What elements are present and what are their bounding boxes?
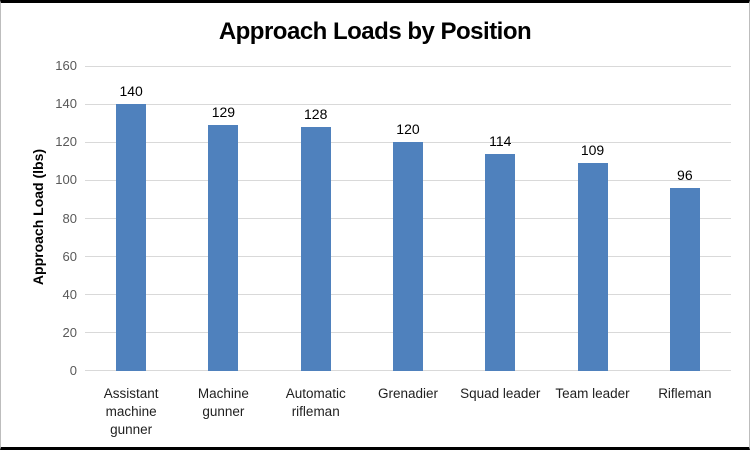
x-category-label: Assistant machine gunner bbox=[103, 386, 159, 437]
plot-area: 140 129 128 120 114 109 96 bbox=[85, 65, 731, 371]
y-axis-tick-labels: 0 20 40 60 80 100 120 140 160 bbox=[29, 3, 77, 447]
bar-column: 114 bbox=[454, 66, 546, 371]
bars-container: 140 129 128 120 114 109 96 bbox=[85, 66, 731, 371]
bar bbox=[669, 188, 700, 371]
bar-value-label: 109 bbox=[580, 142, 605, 159]
bar-column: 129 bbox=[177, 66, 269, 371]
y-tick-label: 120 bbox=[55, 134, 77, 150]
bar-column: 96 bbox=[639, 66, 731, 371]
y-tick-label: 140 bbox=[55, 96, 77, 112]
bar bbox=[485, 153, 516, 371]
chart-title: Approach Loads by Position bbox=[218, 18, 532, 45]
bar-column: 140 bbox=[85, 66, 177, 371]
bar-column: 120 bbox=[362, 66, 454, 371]
bar bbox=[116, 104, 147, 371]
bar bbox=[392, 142, 423, 371]
x-category-label: Rifleman bbox=[658, 386, 712, 401]
x-category-label: Grenadier bbox=[377, 386, 438, 401]
y-tick-label: 80 bbox=[62, 210, 77, 226]
y-tick-label: 40 bbox=[62, 286, 77, 302]
x-category-label: Automatic rifleman bbox=[285, 386, 346, 419]
bar-value-label: 128 bbox=[304, 106, 328, 122]
y-tick-label: 100 bbox=[55, 172, 77, 188]
bar-column: 128 bbox=[270, 66, 362, 371]
x-axis-labels: Assistant machine gunner Machine gunner Au… bbox=[85, 385, 731, 439]
x-category-label: Squad leader bbox=[460, 386, 541, 401]
bar bbox=[300, 127, 331, 371]
bar-value-label: 129 bbox=[211, 104, 236, 121]
y-tick-label: 160 bbox=[55, 58, 77, 73]
gridline bbox=[85, 103, 731, 105]
bar-column: 109 bbox=[546, 66, 638, 371]
bar-value-label: 120 bbox=[396, 121, 420, 138]
x-category-label: Team leader bbox=[555, 386, 630, 401]
bar-value-label: 140 bbox=[119, 83, 143, 100]
x-category-label: Machine gunner bbox=[197, 386, 249, 419]
bar bbox=[577, 163, 608, 371]
bar-value-label: 114 bbox=[489, 132, 512, 149]
y-tick-label: 20 bbox=[62, 324, 77, 340]
gridline bbox=[85, 65, 731, 67]
y-tick-label: 60 bbox=[62, 248, 77, 264]
bar-value-label: 96 bbox=[677, 167, 693, 183]
y-tick-label: 0 bbox=[69, 363, 77, 378]
bar bbox=[208, 125, 239, 371]
